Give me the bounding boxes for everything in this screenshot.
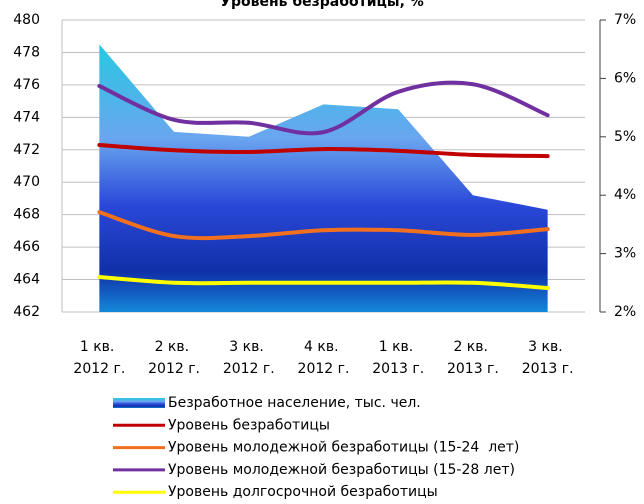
chart-title: Уровень безработицы, % xyxy=(220,0,424,10)
x-tick-label: 4 кв. 2012 г. xyxy=(298,339,350,377)
y-tick-label: 462 xyxy=(13,304,40,320)
y-tick-label: 464 xyxy=(13,272,40,288)
x-tick-label: 3 кв. 2012 г. xyxy=(223,339,275,377)
y-tick-label: 474 xyxy=(13,109,40,125)
y2-tick-label: 5% xyxy=(614,129,636,145)
legend-label: Уровень долгосрочной безработицы xyxy=(168,484,438,500)
y-tick-label: 468 xyxy=(13,207,40,223)
y2-tick-label: 4% xyxy=(614,187,636,203)
legend-swatch xyxy=(113,398,165,408)
x-tick-label: 2 кв. 2012 г. xyxy=(148,339,200,377)
x-tick-label: 1 кв. 2012 г. xyxy=(73,339,125,377)
y2-tick-label: 3% xyxy=(614,246,636,262)
line xyxy=(97,274,550,291)
y2-tick-label: 6% xyxy=(614,70,636,86)
legend-label: Безработное население, тыс. чел. xyxy=(168,395,421,411)
area xyxy=(99,44,548,312)
x-tick-label: 3 кв. 2013 г. xyxy=(522,339,574,377)
y-tick-label: 470 xyxy=(13,174,40,190)
x-tick-label: 1 кв. 2013 г. xyxy=(372,339,424,377)
y-tick-label: 476 xyxy=(13,77,40,93)
x-tick-label: 2 кв. 2013 г. xyxy=(447,339,499,377)
legend-label: Уровень безработицы xyxy=(168,417,330,433)
y-tick-label: 466 xyxy=(13,239,40,255)
y2-tick-label: 2% xyxy=(614,304,636,320)
legend-label: Уровень молодежной безработицы (15-24 ле… xyxy=(168,440,519,456)
y-tick-label: 480 xyxy=(13,12,40,28)
y2-tick-label: 7% xyxy=(614,12,636,28)
line xyxy=(97,142,550,159)
y-tick-label: 478 xyxy=(13,44,40,60)
legend-label: Уровень молодежной безработицы (15-28 ле… xyxy=(168,462,515,478)
line xyxy=(97,210,550,241)
line xyxy=(97,80,550,136)
y-tick-label: 472 xyxy=(13,142,40,158)
